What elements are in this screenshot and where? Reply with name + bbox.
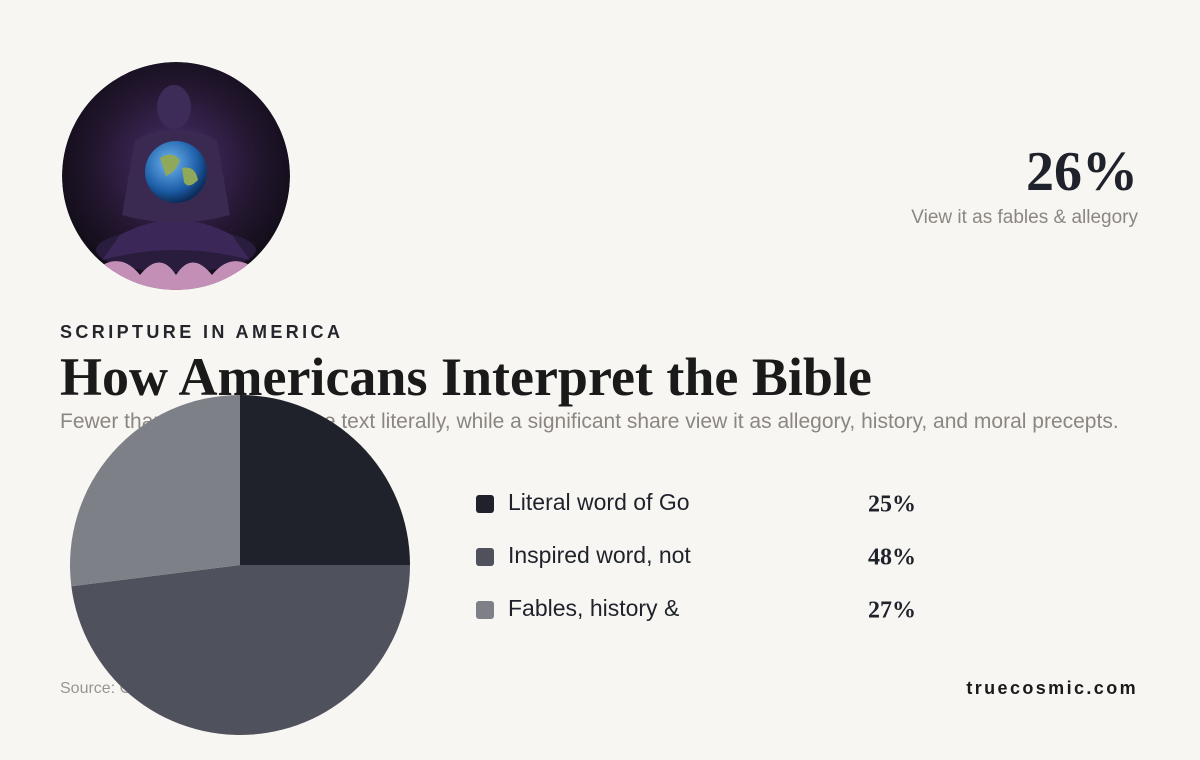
chart-title: How Americans Interpret the Bible [60,347,872,407]
legend-value: 25% [868,492,916,518]
site-name: truecosmic.com [966,678,1138,698]
stat-value: 26% [1026,141,1138,203]
illustration [62,62,290,290]
pie-slice [70,395,240,587]
eyebrow: SCRIPTURE IN AMERICA [60,322,344,342]
legend-swatch [476,548,494,566]
legend-label: Inspired word, not [508,542,691,568]
pie-slice [71,565,410,736]
legend-swatch [476,601,494,619]
legend-value: 48% [868,545,916,571]
legend-label: Literal word of Go [508,489,690,515]
legend-swatch [476,495,494,513]
stat-caption: View it as fables & allegory [911,207,1138,228]
legend-value: 27% [868,598,916,624]
legend-label: Fables, history & [508,595,679,621]
pie-slice [240,395,410,565]
